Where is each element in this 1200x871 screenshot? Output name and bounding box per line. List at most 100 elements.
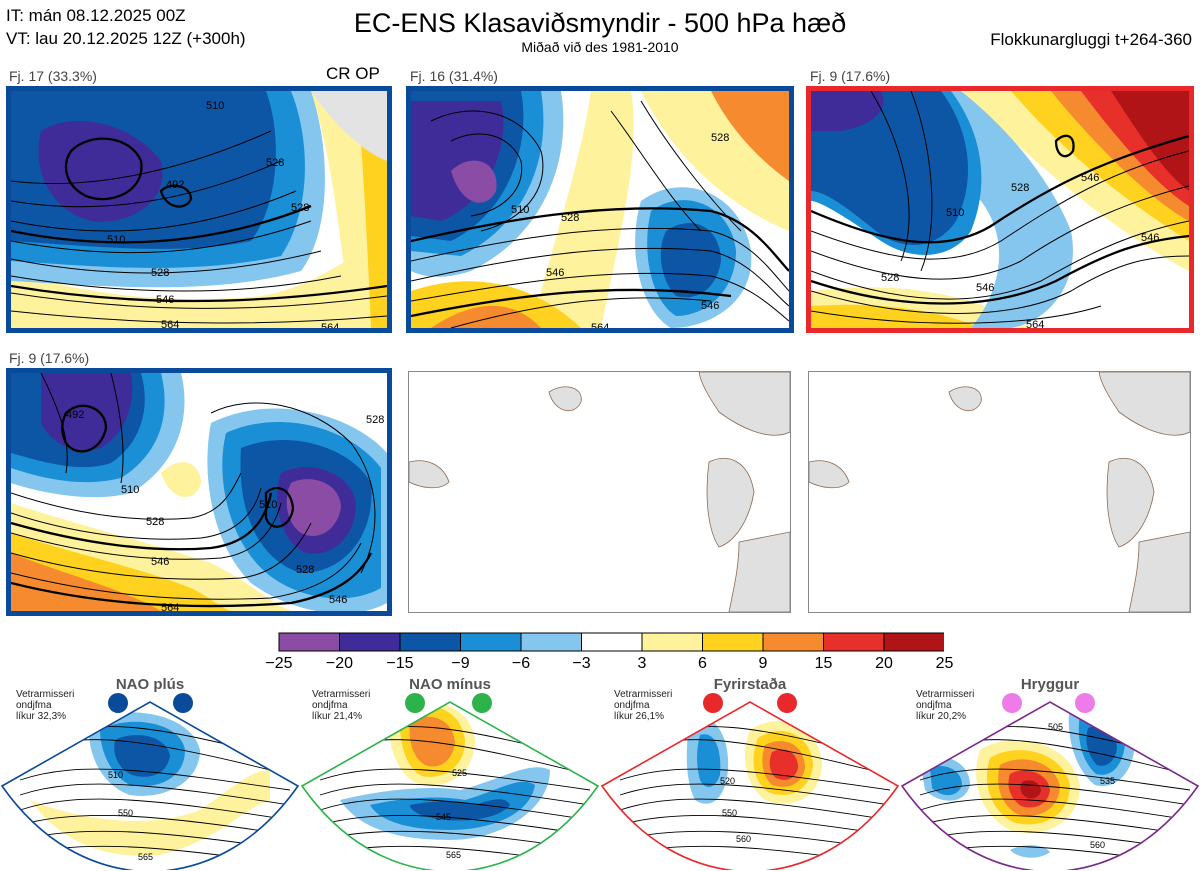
- regime-dot: [173, 693, 193, 713]
- contour-label: 492: [166, 179, 184, 191]
- panel-1-tag: CR OP: [326, 64, 380, 83]
- contour-label: 546: [329, 594, 347, 606]
- empty-map-5: [408, 371, 791, 613]
- contour-label: 510: [107, 234, 125, 246]
- page-title: EC-ENS Klasaviðsmyndir - 500 hPa hæð: [353, 8, 847, 38]
- svg-text:550: 550: [118, 808, 133, 818]
- contour-label: 564: [591, 322, 609, 328]
- regime-dot: [405, 693, 425, 713]
- regime-ridge: Hryggur Vetrarmisseri ondjfma líkur 20,2%: [900, 676, 1200, 871]
- colorbar-swatch: [823, 632, 885, 652]
- svg-text:505: 505: [1048, 722, 1063, 732]
- regime-title: Hryggur: [1020, 676, 1080, 693]
- contour-label: 528: [1011, 182, 1029, 194]
- panel-1-label: Fj. 17 (33.3%): [9, 68, 97, 84]
- regime-dot: [472, 693, 492, 713]
- classification-window: Flokkunargluggi t+264-360: [990, 30, 1192, 49]
- colorbar-swatches: [278, 632, 945, 652]
- regime-blocking: Fyrirstaða Vetrarmisseri ondjfma líkur 26,…: [600, 676, 900, 871]
- contour-label: 564: [1026, 319, 1044, 328]
- colorbar: [278, 632, 945, 657]
- regime-title: Fyrirstaða: [713, 676, 787, 693]
- contour-label: 510: [511, 204, 529, 216]
- regime-dot: [777, 693, 797, 713]
- contour-label: 528: [296, 564, 314, 576]
- contour-label: 510: [206, 100, 224, 112]
- regime-frame: [600, 701, 900, 870]
- regime-frame: [900, 701, 1200, 870]
- colorbar-tick-label: −20: [325, 655, 354, 672]
- contour-label: 546: [976, 282, 994, 294]
- page-subtitle: Miðað við des 1981-2010: [521, 39, 679, 55]
- colorbar-swatch: [883, 632, 945, 652]
- regime-frame: [300, 701, 600, 870]
- colorbar-swatch: [399, 632, 461, 652]
- regime-nao-plus: NAO plús Vetrarmisseri ondjfma líkur 32,3%: [0, 676, 300, 871]
- colorbar-tick-label: −15: [386, 655, 414, 672]
- colorbar-swatch: [702, 632, 764, 652]
- contour-label: 528: [266, 157, 284, 169]
- colorbar-swatch: [762, 632, 824, 652]
- colorbar-swatch: [641, 632, 703, 652]
- initial-time: IT: mán 08.12.2025 00Z: [6, 6, 186, 25]
- regime-dot: [108, 693, 128, 713]
- cluster-map-1: 510 492 528 546 564 510 528 564 528: [6, 86, 392, 333]
- colorbar-tick-label: −3: [572, 655, 591, 672]
- panel-2-label: Fj. 16 (31.4%): [410, 68, 498, 84]
- colorbar-swatch: [520, 632, 582, 652]
- svg-text:510: 510: [108, 770, 123, 780]
- contour-label: 510: [946, 207, 964, 219]
- regimes-row: NAO plús Vetrarmisseri ondjfma líkur 32,3%: [0, 676, 1200, 871]
- regime-note: Vetrarmisseri ondjfma líkur 21,4%: [312, 689, 371, 722]
- colorbar-swatch: [460, 632, 522, 652]
- regime-dot: [703, 693, 723, 713]
- contour-label: 528: [366, 414, 384, 426]
- svg-text:520: 520: [720, 776, 735, 786]
- contour-label: 528: [711, 132, 729, 144]
- colorbar-tick-label: 25: [935, 655, 954, 672]
- colorbar-tick-label: −25: [265, 655, 293, 672]
- contour-label: 546: [701, 300, 719, 312]
- regime-note: Vetrarmisseri ondjfma líkur 26,1%: [614, 689, 673, 722]
- contour-label: 528: [561, 212, 579, 224]
- svg-text:545: 545: [436, 812, 451, 822]
- header-info: IT: mán 08.12.2025 00Z VT: lau 20.12.202…: [6, 4, 246, 50]
- contour-label: 564: [161, 602, 179, 611]
- panel-4-label: Fj. 9 (17.6%): [9, 350, 90, 366]
- contour-label: 492: [66, 409, 84, 421]
- regime-frame: [0, 701, 300, 870]
- regime-title: NAO plús: [115, 676, 185, 693]
- regime-note: Vetrarmisseri ondjfma líkur 32,3%: [16, 689, 75, 722]
- colorbar-tick-label: 9: [758, 655, 768, 672]
- regime-dot: [1075, 693, 1095, 713]
- colorbar-tick-label: 3: [637, 655, 647, 672]
- contour-label: 528: [146, 516, 164, 528]
- colorbar-tick-label: −6: [511, 655, 531, 672]
- colorbar-tick-label: 20: [875, 655, 893, 672]
- svg-text:535: 535: [1100, 776, 1115, 786]
- colorbar-tick-label: −9: [451, 655, 470, 672]
- contour-label: 564: [161, 319, 179, 328]
- contour-label: 528: [881, 272, 899, 284]
- contour-label: 564: [321, 322, 339, 328]
- regime-note: Vetrarmisseri ondjfma líkur 20,2%: [916, 689, 975, 722]
- cluster-map-4: 492 510 528 546 564 510 528 546 528: [6, 368, 392, 616]
- regime-title: NAO mínus: [409, 676, 491, 693]
- colorbar-tick-label: 15: [814, 655, 833, 672]
- colorbar-swatch: [339, 632, 401, 652]
- contour-label: 528: [291, 202, 309, 214]
- contour-label: 510: [121, 484, 139, 496]
- colorbar-swatch: [581, 632, 643, 652]
- contour-label: 528: [151, 267, 169, 279]
- panel-3-label: Fj. 9 (17.6%): [810, 68, 891, 84]
- regime-dot: [1002, 693, 1022, 713]
- svg-text:525: 525: [452, 768, 467, 778]
- svg-text:560: 560: [736, 834, 751, 844]
- valid-time: VT: lau 20.12.2025 12Z (+300h): [6, 29, 246, 48]
- colorbar-swatch: [278, 632, 340, 652]
- contour-label: 546: [1081, 172, 1099, 184]
- empty-map-6: [808, 371, 1191, 613]
- svg-text:550: 550: [722, 808, 737, 818]
- contour-label: 546: [1141, 232, 1159, 244]
- cluster-map-3: 510 528 546 528 546 546 564: [806, 86, 1194, 333]
